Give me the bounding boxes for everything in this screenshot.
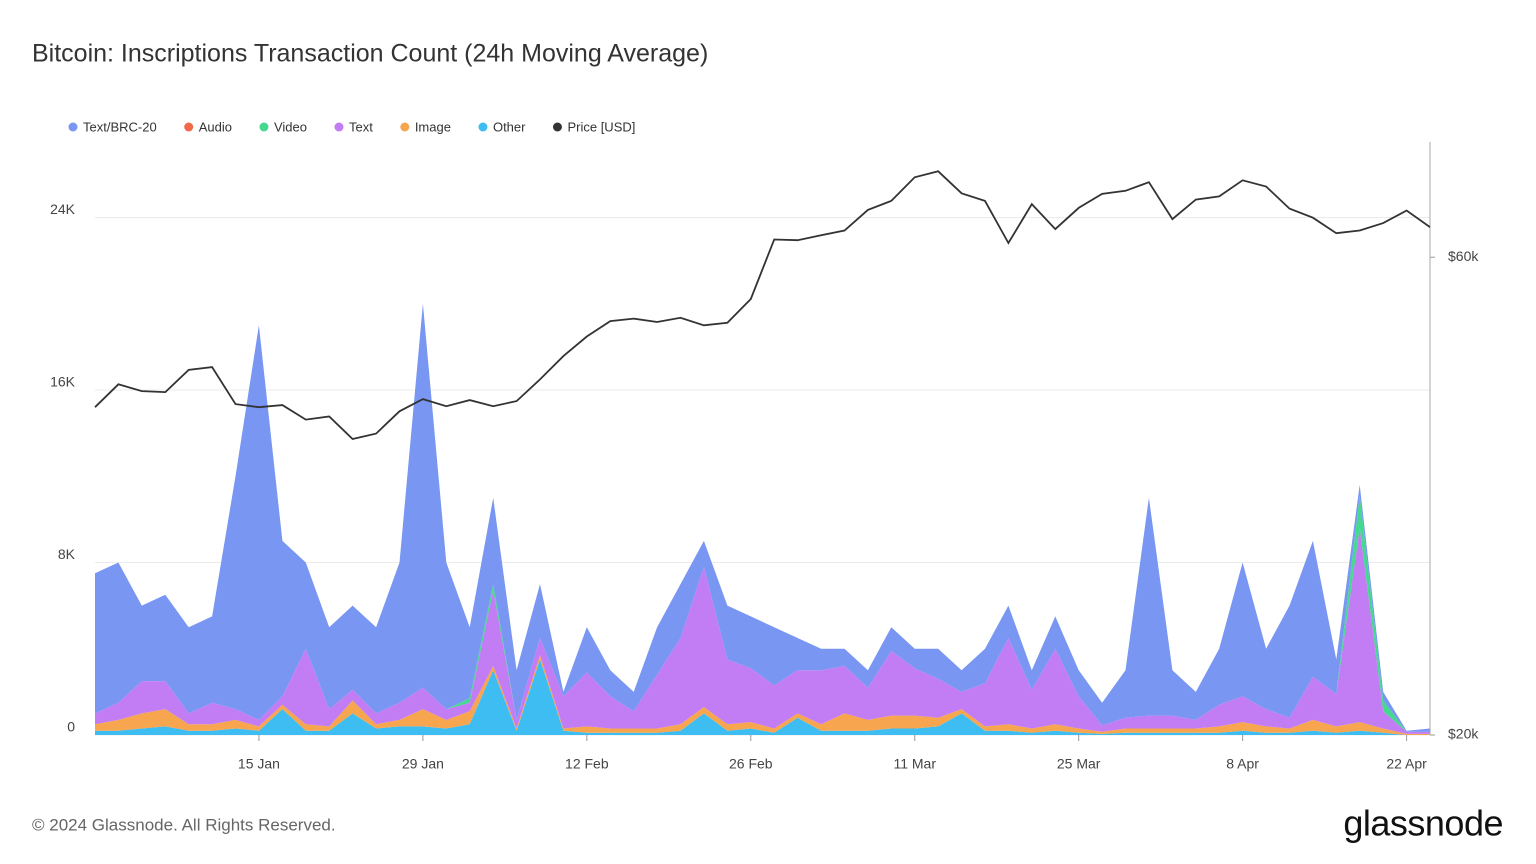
legend-marker — [478, 122, 488, 132]
area — [95, 528, 1430, 734]
y2-tick-label: $60k — [1448, 248, 1479, 264]
y-tick-label: 24K — [50, 201, 76, 217]
legend-label: Other — [493, 119, 526, 134]
legend-label: Audio — [199, 119, 232, 134]
copyright: © 2024 Glassnode. All Rights Reserved. — [32, 815, 336, 834]
legend-marker — [334, 122, 344, 132]
brand-logo: glassnode — [1343, 803, 1503, 844]
legend-label: Text — [349, 119, 373, 134]
chart-title: Bitcoin: Inscriptions Transaction Count … — [32, 40, 708, 68]
legend-marker — [68, 122, 78, 132]
legend-label: Price [USD] — [567, 119, 635, 134]
x-tick-label: 15 Jan — [238, 756, 280, 772]
x-tick-label: 8 Apr — [1226, 756, 1259, 772]
y-tick-label: 8K — [58, 546, 76, 562]
legend-marker — [552, 122, 562, 132]
legend-marker — [259, 122, 269, 132]
legend-label: Video — [274, 119, 307, 134]
x-tick-label: 12 Feb — [565, 756, 609, 772]
x-tick-label: 11 Mar — [893, 756, 936, 772]
x-tick-label: 26 Feb — [729, 756, 773, 772]
price-line — [94, 170, 1431, 440]
area — [95, 655, 1430, 735]
legend-label: Image — [415, 119, 451, 134]
x-tick-label: 29 Jan — [402, 756, 444, 772]
area — [95, 303, 1430, 732]
legend-marker — [400, 122, 410, 132]
legend-label: Text/BRC-20 — [83, 119, 157, 134]
y-tick-label: 0 — [67, 719, 75, 735]
y2-tick-label: $20k — [1448, 726, 1479, 742]
x-tick-label: 22 Apr — [1386, 756, 1427, 772]
y-tick-label: 16K — [50, 374, 76, 390]
legend-marker — [184, 122, 194, 132]
x-tick-label: 25 Mar — [1057, 756, 1101, 772]
